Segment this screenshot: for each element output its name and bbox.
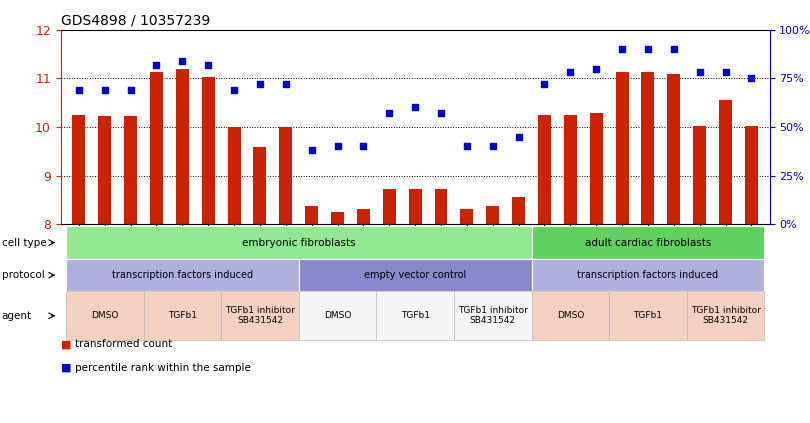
Text: protocol: protocol bbox=[2, 270, 45, 280]
Text: cell type: cell type bbox=[2, 238, 46, 247]
Point bbox=[667, 46, 680, 52]
Point bbox=[434, 110, 447, 117]
Point bbox=[538, 81, 551, 88]
Bar bbox=[98, 116, 111, 224]
Text: transcription factors induced: transcription factors induced bbox=[112, 270, 253, 280]
Point bbox=[150, 61, 163, 68]
Text: agent: agent bbox=[2, 311, 32, 321]
Bar bbox=[616, 72, 629, 224]
Bar bbox=[719, 100, 732, 224]
Bar bbox=[564, 115, 577, 224]
Point bbox=[254, 81, 266, 88]
Bar bbox=[124, 116, 137, 224]
Bar bbox=[667, 74, 680, 224]
Text: ■: ■ bbox=[61, 363, 71, 373]
Text: TGFb1: TGFb1 bbox=[401, 311, 429, 320]
Bar bbox=[486, 206, 499, 224]
Point bbox=[693, 69, 706, 76]
Bar bbox=[202, 77, 215, 224]
Text: DMSO: DMSO bbox=[324, 311, 352, 320]
Point bbox=[331, 143, 344, 150]
Point bbox=[719, 69, 732, 76]
Point bbox=[124, 87, 137, 93]
Point bbox=[486, 143, 499, 150]
Bar bbox=[512, 198, 525, 224]
Bar bbox=[357, 209, 370, 224]
Text: transformed count: transformed count bbox=[75, 339, 173, 349]
Point bbox=[564, 69, 577, 76]
Text: DMSO: DMSO bbox=[91, 311, 118, 320]
Bar bbox=[434, 189, 447, 224]
Text: ■: ■ bbox=[61, 339, 71, 349]
Text: TGFb1 inhibitor
SB431542: TGFb1 inhibitor SB431542 bbox=[691, 306, 761, 325]
Bar bbox=[254, 147, 266, 224]
Point bbox=[228, 87, 241, 93]
Bar bbox=[228, 127, 241, 224]
Bar bbox=[72, 115, 85, 224]
Text: adult cardiac fibroblasts: adult cardiac fibroblasts bbox=[585, 238, 711, 247]
Bar bbox=[305, 206, 318, 224]
Bar bbox=[150, 72, 163, 224]
Point bbox=[305, 147, 318, 154]
Point bbox=[279, 81, 292, 88]
Bar bbox=[642, 72, 654, 224]
Bar bbox=[538, 115, 551, 224]
Bar bbox=[331, 212, 344, 224]
Text: percentile rank within the sample: percentile rank within the sample bbox=[75, 363, 251, 373]
Bar bbox=[693, 126, 706, 224]
Point bbox=[202, 61, 215, 68]
Bar bbox=[409, 189, 421, 224]
Point bbox=[512, 133, 525, 140]
Point bbox=[383, 110, 396, 117]
Text: TGFb1: TGFb1 bbox=[168, 311, 197, 320]
Point bbox=[616, 46, 629, 52]
Point bbox=[176, 58, 189, 64]
Text: DMSO: DMSO bbox=[556, 311, 584, 320]
Text: transcription factors induced: transcription factors induced bbox=[578, 270, 718, 280]
Point bbox=[98, 87, 111, 93]
Point bbox=[460, 143, 473, 150]
Bar bbox=[176, 69, 189, 224]
Point bbox=[642, 46, 654, 52]
Point bbox=[72, 87, 85, 93]
Text: TGFb1 inhibitor
SB431542: TGFb1 inhibitor SB431542 bbox=[225, 306, 295, 325]
Text: GDS4898 / 10357239: GDS4898 / 10357239 bbox=[61, 13, 210, 27]
Text: embryonic fibroblasts: embryonic fibroblasts bbox=[242, 238, 356, 247]
Point bbox=[409, 104, 422, 111]
Text: TGFb1: TGFb1 bbox=[633, 311, 663, 320]
Text: empty vector control: empty vector control bbox=[364, 270, 467, 280]
Point bbox=[745, 75, 758, 82]
Bar bbox=[460, 209, 473, 224]
Point bbox=[357, 143, 370, 150]
Text: TGFb1 inhibitor
SB431542: TGFb1 inhibitor SB431542 bbox=[458, 306, 527, 325]
Bar bbox=[590, 113, 603, 224]
Bar bbox=[383, 189, 396, 224]
Point bbox=[590, 65, 603, 72]
Bar bbox=[745, 126, 758, 224]
Bar bbox=[279, 127, 292, 224]
